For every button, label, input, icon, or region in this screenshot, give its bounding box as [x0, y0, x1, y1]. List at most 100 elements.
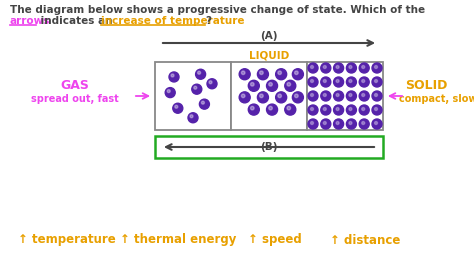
- Circle shape: [239, 92, 250, 103]
- Circle shape: [207, 79, 217, 89]
- Circle shape: [336, 65, 339, 69]
- Circle shape: [285, 104, 296, 115]
- Circle shape: [359, 119, 369, 129]
- Circle shape: [334, 119, 344, 129]
- Circle shape: [287, 106, 291, 110]
- Circle shape: [248, 80, 259, 91]
- Circle shape: [201, 101, 204, 104]
- Circle shape: [362, 122, 365, 124]
- Circle shape: [250, 106, 254, 110]
- Circle shape: [349, 122, 352, 124]
- Circle shape: [310, 65, 313, 69]
- Circle shape: [374, 122, 377, 124]
- Circle shape: [346, 91, 356, 101]
- Text: (B): (B): [260, 142, 278, 152]
- Circle shape: [276, 69, 287, 80]
- Circle shape: [323, 80, 326, 82]
- Circle shape: [349, 65, 352, 69]
- Circle shape: [257, 92, 268, 103]
- Circle shape: [269, 106, 273, 110]
- Circle shape: [165, 88, 175, 98]
- Circle shape: [362, 107, 365, 110]
- Circle shape: [292, 69, 303, 80]
- Circle shape: [310, 80, 313, 82]
- Circle shape: [372, 91, 382, 101]
- Text: ↑ distance: ↑ distance: [330, 234, 401, 247]
- Circle shape: [321, 119, 331, 129]
- Circle shape: [260, 94, 263, 98]
- Circle shape: [323, 65, 326, 69]
- Circle shape: [362, 65, 365, 69]
- Circle shape: [359, 77, 369, 87]
- Bar: [231, 62, 307, 130]
- Circle shape: [321, 63, 331, 73]
- Circle shape: [349, 80, 352, 82]
- Circle shape: [198, 71, 201, 74]
- Circle shape: [190, 115, 193, 118]
- Text: GAS: GAS: [61, 79, 90, 92]
- Circle shape: [372, 63, 382, 73]
- Text: The diagram below shows a progressive change of state. Which of the: The diagram below shows a progressive ch…: [10, 5, 425, 15]
- Circle shape: [359, 105, 369, 115]
- Text: spread out, fast: spread out, fast: [31, 94, 119, 104]
- Circle shape: [173, 103, 183, 113]
- Circle shape: [336, 107, 339, 110]
- Bar: [307, 62, 383, 130]
- Circle shape: [374, 80, 377, 82]
- Text: SOLID: SOLID: [405, 79, 447, 92]
- Circle shape: [321, 77, 331, 87]
- Circle shape: [308, 119, 318, 129]
- Circle shape: [292, 92, 303, 103]
- Circle shape: [346, 119, 356, 129]
- Circle shape: [194, 86, 197, 89]
- Circle shape: [209, 81, 212, 84]
- Circle shape: [372, 119, 382, 129]
- Circle shape: [257, 69, 268, 80]
- Circle shape: [359, 63, 369, 73]
- Text: ↑ thermal energy: ↑ thermal energy: [120, 234, 237, 247]
- Text: (A): (A): [260, 31, 278, 41]
- Text: ↑ speed: ↑ speed: [248, 234, 302, 247]
- Text: increase of temperature: increase of temperature: [101, 16, 245, 26]
- Circle shape: [359, 91, 369, 101]
- Text: arrows: arrows: [10, 16, 50, 26]
- Circle shape: [171, 74, 174, 77]
- Circle shape: [323, 122, 326, 124]
- Circle shape: [334, 105, 344, 115]
- Circle shape: [334, 91, 344, 101]
- Circle shape: [192, 84, 202, 94]
- Circle shape: [266, 104, 278, 115]
- Bar: [155, 62, 231, 130]
- Text: ?: ?: [206, 16, 212, 26]
- Text: compact, slow: compact, slow: [399, 94, 474, 104]
- Circle shape: [310, 107, 313, 110]
- Circle shape: [278, 94, 282, 98]
- Circle shape: [287, 82, 291, 86]
- Circle shape: [374, 94, 377, 97]
- Circle shape: [308, 105, 318, 115]
- Circle shape: [310, 122, 313, 124]
- Circle shape: [188, 113, 198, 123]
- Circle shape: [362, 80, 365, 82]
- Circle shape: [250, 82, 254, 86]
- Circle shape: [196, 69, 206, 79]
- Circle shape: [239, 69, 250, 80]
- Circle shape: [336, 122, 339, 124]
- Circle shape: [248, 104, 259, 115]
- Circle shape: [374, 107, 377, 110]
- Circle shape: [346, 63, 356, 73]
- Circle shape: [374, 65, 377, 69]
- Circle shape: [276, 92, 287, 103]
- Circle shape: [321, 105, 331, 115]
- Circle shape: [349, 94, 352, 97]
- Circle shape: [241, 71, 245, 74]
- Circle shape: [294, 94, 298, 98]
- Circle shape: [349, 107, 352, 110]
- Circle shape: [285, 80, 296, 91]
- Circle shape: [323, 107, 326, 110]
- Circle shape: [334, 77, 344, 87]
- Text: indicates an: indicates an: [37, 16, 117, 26]
- Circle shape: [310, 94, 313, 97]
- Circle shape: [294, 71, 298, 74]
- Circle shape: [336, 94, 339, 97]
